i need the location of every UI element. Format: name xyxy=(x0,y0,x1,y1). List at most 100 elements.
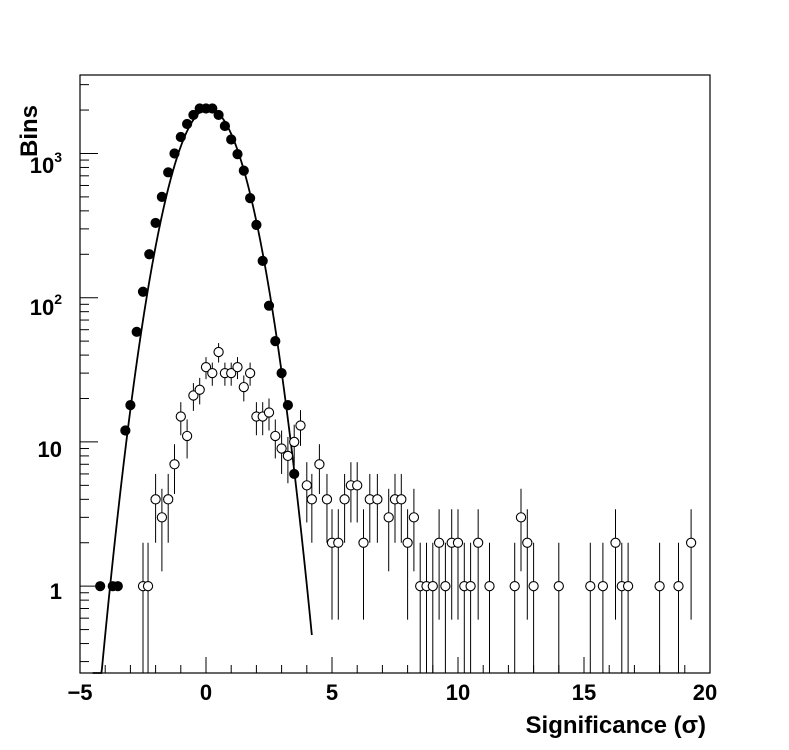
data-point-filled xyxy=(144,249,155,260)
data-point-filled xyxy=(213,109,224,121)
data-point-open xyxy=(522,537,533,548)
data-point-open xyxy=(163,494,174,505)
y-tick-label-1: 1 xyxy=(50,579,62,604)
data-point-open xyxy=(515,512,527,523)
data-point-open xyxy=(484,581,495,592)
y-tick-label-10e3-exp: 3 xyxy=(54,149,62,165)
data-point-filled xyxy=(95,581,106,592)
data-point-open xyxy=(200,361,212,373)
data-point-open xyxy=(150,494,161,505)
data-point-filled xyxy=(238,165,249,176)
data-point-filled xyxy=(226,134,237,145)
y-axis-title: Bins xyxy=(16,105,43,157)
data-point-open xyxy=(465,581,476,592)
data-point-open xyxy=(473,537,484,548)
data-point-open xyxy=(276,443,287,454)
data-point-open xyxy=(509,581,520,592)
data-point-open xyxy=(452,537,464,548)
data-point-open xyxy=(440,581,451,592)
data-point-open xyxy=(528,581,539,592)
data-point-filled xyxy=(289,468,300,480)
x-tick-label-0: 0 xyxy=(200,680,212,705)
x-axis-title: Significance (σ) xyxy=(526,712,706,739)
data-point-open xyxy=(306,494,317,505)
y-tick-label-10e2: 102 xyxy=(30,291,62,320)
data-point-filled xyxy=(245,193,256,204)
y-tick-label-10: 10 xyxy=(38,437,62,462)
data-point-open xyxy=(188,390,199,401)
data-point-open xyxy=(654,581,665,592)
data-point-filled xyxy=(175,131,186,143)
data-point-open xyxy=(175,411,186,422)
data-point-filled xyxy=(282,400,293,411)
data-point-open xyxy=(685,537,697,548)
data-point-open xyxy=(207,367,218,379)
data-point-open xyxy=(408,512,420,523)
data-point-filled xyxy=(131,326,142,337)
y-minor-ticks xyxy=(80,84,98,663)
data-point-filled xyxy=(150,217,161,229)
data-point-filled xyxy=(169,148,180,159)
y-tick-label-10e3-base: 10 xyxy=(30,153,54,178)
data-point-open xyxy=(622,581,634,592)
data-point-open xyxy=(553,581,564,592)
series-open-points xyxy=(137,346,697,592)
data-point-open xyxy=(263,407,275,418)
data-point-filled xyxy=(219,120,230,132)
data-point-filled xyxy=(232,149,243,160)
data-point-open xyxy=(585,581,596,592)
data-point-open xyxy=(433,537,445,548)
data-point-open xyxy=(142,581,154,592)
data-point-open xyxy=(289,436,300,448)
data-point-filled xyxy=(163,167,174,178)
data-point-open xyxy=(383,512,394,523)
data-point-filled xyxy=(112,581,123,592)
x-tick-label-20: 20 xyxy=(693,680,717,705)
data-point-open xyxy=(238,381,249,393)
data-point-filled xyxy=(182,118,193,130)
x-tick-label-5: 5 xyxy=(326,680,338,705)
data-point-open xyxy=(301,480,312,491)
data-point-open xyxy=(321,494,333,505)
error-bars xyxy=(142,343,692,673)
data-point-filled xyxy=(207,103,218,114)
data-point-open xyxy=(295,420,306,431)
data-point-open xyxy=(339,494,350,505)
data-point-open xyxy=(244,367,256,379)
series-filled-points xyxy=(95,103,300,592)
data-point-open xyxy=(372,494,383,505)
data-point-filled xyxy=(276,368,287,379)
x-ticks xyxy=(79,657,711,673)
data-point-open xyxy=(213,346,224,358)
data-point-open xyxy=(402,537,413,548)
data-point-open xyxy=(358,537,369,548)
data-point-open xyxy=(597,581,609,592)
data-point-open xyxy=(156,512,168,523)
y-tick-label-10e2-exp: 2 xyxy=(54,291,62,307)
data-point-filled xyxy=(188,109,199,121)
data-point-open xyxy=(352,480,363,491)
x-tick-label-15: 15 xyxy=(572,680,596,705)
data-point-open xyxy=(270,430,281,442)
x-tick-label-10: 10 xyxy=(446,680,470,705)
data-point-filled xyxy=(251,219,262,230)
data-point-filled xyxy=(125,400,136,411)
plot-frame xyxy=(79,74,711,674)
data-point-filled xyxy=(156,191,167,202)
data-point-filled xyxy=(120,425,131,436)
data-point-open xyxy=(232,361,243,373)
data-point-open xyxy=(282,450,294,462)
data-point-filled xyxy=(270,336,281,347)
data-point-open xyxy=(314,459,325,470)
data-point-open xyxy=(181,430,193,442)
data-point-open xyxy=(169,459,180,470)
data-point-open xyxy=(610,537,621,548)
data-point-open xyxy=(427,581,438,592)
y-tick-label-10e3: 103 xyxy=(30,149,62,178)
data-point-open xyxy=(673,581,684,592)
y-tick-label-10e2-base: 10 xyxy=(30,295,54,320)
data-point-open xyxy=(226,367,237,379)
data-point-filled xyxy=(263,300,275,311)
data-point-filled xyxy=(137,286,149,297)
